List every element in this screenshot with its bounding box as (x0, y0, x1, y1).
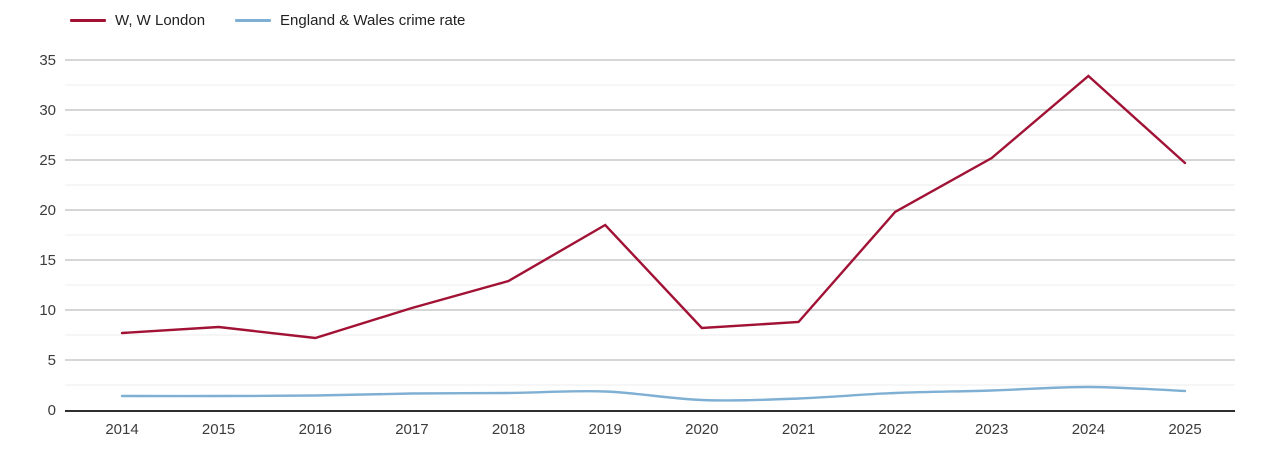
legend-swatch-w-w-london-icon (70, 19, 106, 22)
y-tick-label-0: 0 (48, 402, 56, 419)
x-tick-label-2021: 2021 (782, 421, 815, 438)
x-tick-label-2019: 2019 (589, 421, 622, 438)
x-tick-label-2023: 2023 (975, 421, 1008, 438)
legend-item-england-wales[interactable]: England & Wales crime rate (235, 12, 465, 29)
x-tick-label-2020: 2020 (685, 421, 718, 438)
series-line-england-wales-crime-rate (120, 385, 1187, 402)
x-tick-label-2025: 2025 (1168, 421, 1201, 438)
x-tick-label-2024: 2024 (1072, 421, 1105, 438)
x-tick-label-2017: 2017 (395, 421, 428, 438)
x-tick-label-2014: 2014 (105, 421, 138, 438)
legend-swatch-england-wales-icon (235, 19, 272, 22)
legend-item-w-w-london[interactable]: W, W London (70, 12, 205, 29)
x-tick-label-2015: 2015 (202, 421, 235, 438)
legend-label-england-wales: England & Wales crime rate (280, 12, 466, 29)
x-tick-label-2016: 2016 (299, 421, 332, 438)
series-line-w-w-london (120, 74, 1187, 340)
legend-label-w-w-london: W, W London (115, 12, 206, 29)
y-tick-label-5: 5 (48, 352, 56, 369)
x-tick-label-2018: 2018 (492, 421, 525, 438)
y-tick-label-35: 35 (39, 52, 56, 69)
y-tick-label-20: 20 (39, 202, 56, 219)
y-tick-label-25: 25 (39, 152, 56, 169)
x-tick-label-2022: 2022 (878, 421, 911, 438)
y-tick-label-10: 10 (39, 302, 56, 319)
y-tick-label-30: 30 (39, 102, 56, 119)
y-tick-label-15: 15 (39, 252, 56, 269)
chart-legend: W, W London England & Wales crime rate (70, 12, 465, 29)
